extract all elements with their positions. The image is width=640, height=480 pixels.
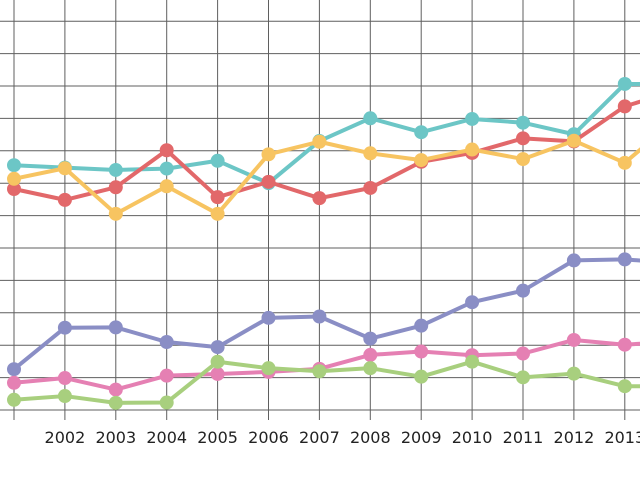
- data-point: [108, 320, 123, 335]
- data-point: [566, 253, 581, 268]
- data-point: [108, 206, 123, 221]
- data-point: [159, 143, 174, 158]
- data-point: [159, 368, 174, 383]
- data-point: [566, 133, 581, 148]
- data-point: [312, 309, 327, 324]
- data-point: [617, 252, 632, 267]
- data-point: [57, 389, 72, 404]
- data-point: [617, 76, 632, 91]
- x-tick-label: 2012: [554, 428, 595, 447]
- data-point: [7, 158, 21, 173]
- data-point: [363, 347, 378, 362]
- series-0: [7, 76, 640, 191]
- x-tick-label: 2011: [503, 428, 544, 447]
- series-group: [7, 76, 640, 410]
- data-point: [516, 115, 530, 130]
- data-point: [516, 346, 530, 361]
- data-point: [566, 332, 581, 347]
- data-point: [261, 361, 276, 376]
- data-point: [617, 155, 632, 170]
- data-point: [57, 161, 72, 176]
- series-1: [7, 99, 640, 207]
- data-point: [108, 162, 123, 177]
- data-point: [465, 142, 480, 157]
- data-point: [57, 371, 72, 386]
- data-point: [363, 331, 378, 346]
- data-point: [516, 152, 530, 167]
- data-point: [108, 382, 123, 397]
- series-line: [12, 81, 640, 186]
- x-tick-label: 2006: [248, 428, 289, 447]
- data-point: [210, 354, 225, 369]
- series-line: [12, 337, 640, 392]
- data-point: [159, 161, 174, 176]
- series-4: [7, 332, 640, 397]
- series-3: [7, 252, 640, 377]
- x-tick-label: 2005: [197, 428, 238, 447]
- data-point: [312, 134, 327, 149]
- series-line: [12, 138, 640, 216]
- data-point: [261, 174, 276, 189]
- data-point: [108, 395, 123, 410]
- data-point: [363, 146, 378, 161]
- data-point: [7, 392, 21, 407]
- data-point: [516, 283, 530, 298]
- data-point: [210, 206, 225, 221]
- x-tick-label: 2007: [299, 428, 340, 447]
- data-point: [465, 354, 480, 369]
- x-tick-label: 2008: [350, 428, 391, 447]
- x-tick-label: 2004: [146, 428, 187, 447]
- data-point: [617, 337, 632, 352]
- data-point: [516, 131, 530, 146]
- data-point: [465, 111, 480, 126]
- x-tick-label: 2013: [604, 428, 640, 447]
- data-point: [516, 370, 530, 385]
- data-point: [261, 310, 276, 325]
- chart-grid: [0, 0, 640, 420]
- data-point: [57, 320, 72, 335]
- data-point: [414, 369, 429, 384]
- data-point: [617, 379, 632, 394]
- data-point: [7, 375, 21, 390]
- data-point: [363, 361, 378, 376]
- x-tick-label: 2010: [452, 428, 493, 447]
- data-point: [210, 366, 225, 381]
- data-point: [7, 171, 21, 186]
- data-point: [414, 344, 429, 359]
- data-point: [617, 99, 632, 114]
- data-point: [7, 182, 21, 196]
- data-point: [210, 153, 225, 168]
- series-2: [7, 133, 640, 221]
- data-point: [108, 180, 123, 195]
- x-axis-ticks: 2002 2003 2004 2005 2006 2007 2008 2009 2010 2011…: [45, 428, 640, 447]
- data-point: [159, 179, 174, 194]
- data-point: [312, 191, 327, 206]
- data-point: [465, 295, 480, 310]
- x-tick-label: 2002: [45, 428, 86, 447]
- data-point: [57, 192, 72, 207]
- data-point: [414, 318, 429, 333]
- data-point: [566, 366, 581, 381]
- data-point: [312, 364, 327, 379]
- data-point: [261, 147, 276, 162]
- data-point: [414, 125, 429, 140]
- series-5: [7, 354, 640, 410]
- data-point: [363, 180, 378, 195]
- data-point: [159, 395, 174, 410]
- data-point: [159, 335, 174, 349]
- data-point: [210, 340, 225, 355]
- data-point: [363, 111, 378, 126]
- data-point: [7, 362, 21, 377]
- data-point: [414, 153, 429, 168]
- x-tick-label: 2003: [95, 428, 136, 447]
- x-tick-label: 2009: [401, 428, 442, 447]
- data-point: [210, 190, 225, 205]
